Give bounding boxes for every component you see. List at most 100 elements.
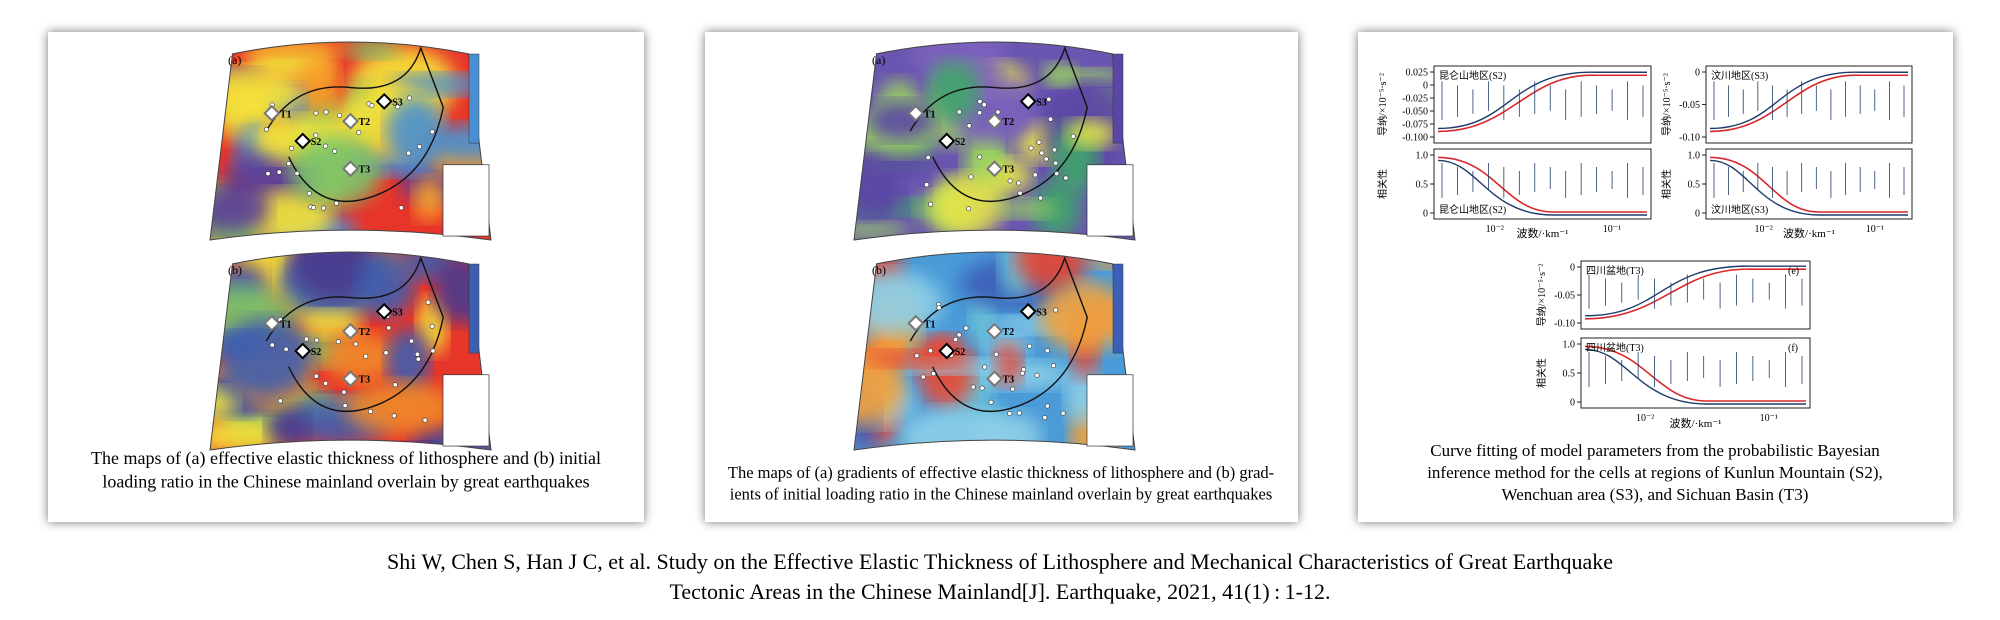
marker-label: S2: [955, 347, 966, 358]
quake: [1017, 190, 1023, 196]
quake: [920, 374, 926, 380]
quake: [1010, 386, 1016, 392]
quake: [1051, 363, 1057, 369]
legend-bar: [468, 53, 480, 144]
y-tick-label: 0.5: [1688, 180, 1701, 191]
legend-bar: [468, 263, 480, 354]
map-blob: [1066, 119, 1118, 149]
marker: [907, 314, 925, 332]
marker-label: S3: [1036, 307, 1047, 318]
map-blob: [928, 60, 981, 121]
marker: [294, 342, 312, 360]
quake: [982, 364, 988, 370]
quake: [415, 356, 421, 362]
border: [909, 255, 1088, 413]
marker-label: T2: [359, 327, 371, 338]
quake: [1019, 370, 1025, 376]
y-tick-label: -0.100: [1402, 133, 1428, 144]
observed-curve: [1437, 71, 1647, 130]
marker-label: T3: [1003, 165, 1015, 176]
inset: [1086, 164, 1134, 237]
y-tick-label: -0.05: [1554, 291, 1575, 302]
marker: [938, 132, 956, 150]
y-tick-label: 0: [1423, 81, 1428, 92]
quake: [979, 385, 985, 391]
quake: [323, 143, 329, 149]
quake: [356, 130, 362, 136]
quake: [321, 205, 327, 211]
quake: [928, 348, 934, 354]
x-axis-label: 波数/·km⁻¹: [1517, 227, 1569, 240]
y-tick-label: -0.05: [1679, 100, 1700, 111]
marker-label: S3: [1036, 97, 1047, 108]
marker: [375, 92, 393, 110]
marker: [342, 322, 359, 340]
citation: Shi W, Chen S, Han J C, et al. Study on …: [387, 549, 1613, 574]
quake: [342, 402, 348, 408]
quake: [409, 338, 415, 344]
map-blob: [931, 174, 1003, 237]
inset: [442, 374, 490, 447]
marker-label: T1: [280, 109, 292, 120]
map-blob: [299, 54, 340, 115]
quake: [306, 190, 312, 196]
model-curve: [1709, 156, 1908, 213]
quake: [395, 104, 401, 110]
marker-label: T1: [924, 319, 936, 330]
quake: [1046, 96, 1052, 102]
model-curve: [1584, 345, 1806, 402]
quake: [332, 148, 338, 154]
marker-label: S3: [392, 307, 403, 318]
quake: [1054, 171, 1060, 177]
quake: [323, 380, 329, 386]
quake: [1028, 145, 1034, 151]
legend-bar: [1112, 53, 1124, 144]
region-label: 汶川地区(S3): [1711, 69, 1768, 82]
y-axis-label: 导纳/×10⁻⁵·s⁻²: [1376, 73, 1389, 136]
quake: [966, 123, 972, 129]
inset: [442, 164, 490, 237]
map-label: (b): [228, 263, 242, 277]
y-tick-label: 1.0: [1563, 340, 1576, 351]
y-axis-label: 相关性: [1376, 169, 1389, 199]
quake: [363, 353, 369, 359]
outline: [209, 251, 492, 451]
border: [265, 45, 444, 203]
y-tick-label: -0.10: [1679, 133, 1700, 144]
quake: [1043, 156, 1049, 162]
map-blob: [292, 252, 378, 301]
quake: [407, 95, 413, 101]
map-blob: [217, 318, 313, 398]
caption: Wenchuan area (S3), and Sichuan Basin (T…: [1502, 485, 1809, 504]
quake: [303, 336, 309, 342]
y-tick-label: 0: [1695, 209, 1700, 220]
y-tick-label: 1.0: [1688, 151, 1701, 162]
marker: [938, 342, 956, 360]
quake: [383, 350, 389, 356]
marker: [986, 322, 1003, 340]
outline: [853, 41, 1136, 241]
quake: [277, 398, 283, 404]
quake: [936, 305, 942, 311]
caption: The maps of (a) effective elastic thickn…: [91, 448, 601, 469]
observed-curve: [1437, 159, 1647, 216]
quake: [276, 169, 282, 175]
quake: [392, 382, 398, 388]
quake: [414, 351, 420, 357]
quake: [1036, 139, 1042, 145]
map-blob: [266, 406, 310, 448]
map-blob: [413, 176, 446, 222]
y-tick-label: 1.0: [1416, 151, 1429, 162]
quake: [425, 299, 431, 305]
marker-label: S2: [311, 347, 322, 358]
quake: [1044, 348, 1050, 354]
y-tick-label: -0.075: [1402, 120, 1428, 131]
quake: [294, 170, 300, 176]
y-tick-label: 0: [1570, 398, 1575, 409]
marker-label: T1: [280, 319, 292, 330]
quake: [1032, 172, 1038, 178]
map-label: (a): [872, 53, 885, 67]
quake: [970, 384, 976, 390]
map-blob: [854, 345, 904, 425]
